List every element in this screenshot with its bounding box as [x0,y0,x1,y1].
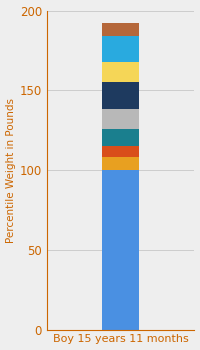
Bar [102,23,139,36]
Y-axis label: Percentile Weight in Pounds: Percentile Weight in Pounds [6,98,16,243]
Bar [102,157,139,170]
Bar [102,110,139,128]
Bar [102,146,139,157]
Bar [102,62,139,82]
Bar [102,128,139,146]
Bar [102,82,139,110]
Bar [102,170,139,330]
Bar [102,36,139,62]
